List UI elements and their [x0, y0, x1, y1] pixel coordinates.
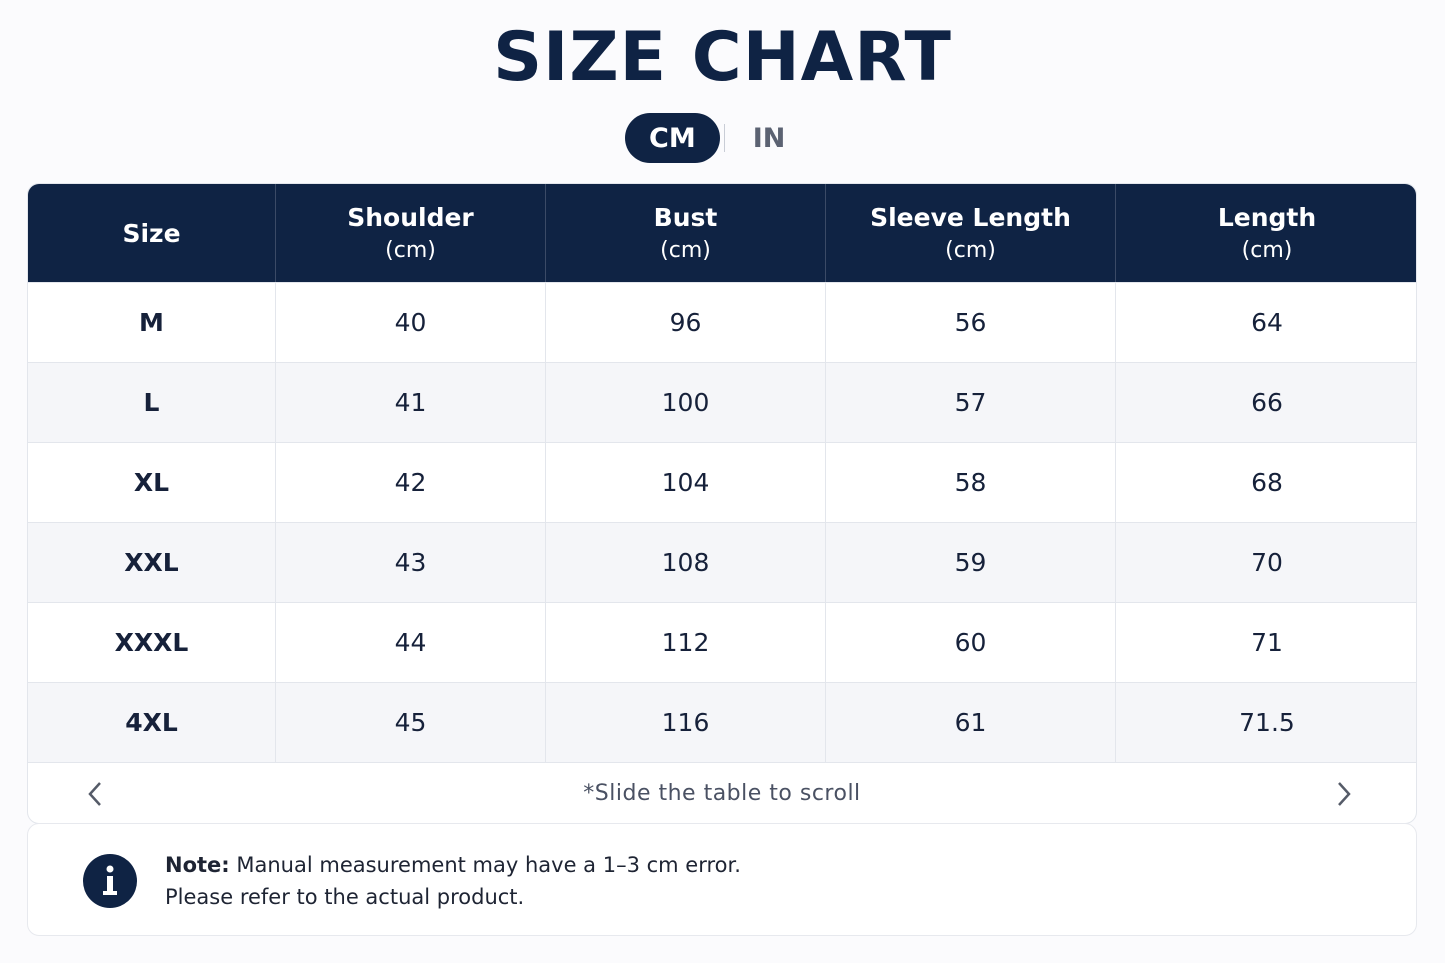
value-cell: 41 — [275, 362, 545, 442]
header-unit: (cm) — [660, 238, 711, 263]
value-cell: 71.5 — [1115, 682, 1416, 762]
note-box: Note: Manual measurement may have a 1–3 … — [27, 823, 1417, 936]
value-cell: 61 — [825, 682, 1115, 762]
size-cell: XXXL — [28, 602, 275, 682]
scroll-left[interactable] — [84, 781, 108, 807]
value-cell: 70 — [1115, 522, 1416, 602]
size-table: Size Shoulder (cm) Bust (cm) Sleeve Length (cm… — [27, 183, 1417, 824]
size-cell: XXL — [28, 522, 275, 602]
value-cell: 96 — [545, 282, 825, 362]
column-header: Bust (cm) — [545, 184, 825, 282]
value-cell: 56 — [825, 282, 1115, 362]
value-cell: 108 — [545, 522, 825, 602]
header-name: Sleeve Length — [870, 203, 1071, 232]
header-unit: (cm) — [1241, 238, 1293, 263]
value-cell: 116 — [545, 682, 825, 762]
header-name: Bust — [653, 203, 718, 232]
value-cell: 44 — [275, 602, 545, 682]
scroll-hint: *Slide the table to scroll — [583, 780, 861, 806]
column-header: Length (cm) — [1115, 184, 1416, 282]
value-cell: 68 — [1115, 442, 1416, 522]
value-cell: 45 — [275, 682, 545, 762]
header-name: Length — [1217, 203, 1317, 232]
header-name: Size — [122, 218, 181, 248]
value-cell: 43 — [275, 522, 545, 602]
value-cell: 104 — [545, 442, 825, 522]
note-label: Note: — [165, 853, 230, 877]
value-cell: 64 — [1115, 282, 1416, 362]
value-cell: 58 — [825, 442, 1115, 522]
page-title: SIZE CHART — [493, 18, 952, 97]
value-cell: 66 — [1115, 362, 1416, 442]
note-line: Note: Manual measurement may have a 1–3 … — [165, 853, 741, 877]
unit-tabs: CM IN — [625, 113, 809, 163]
value-cell: 59 — [825, 522, 1115, 602]
value-cell: 100 — [545, 362, 825, 442]
header-unit: (cm) — [385, 238, 436, 263]
column-header: Shoulder (cm) — [275, 184, 545, 282]
note-text: Manual measurement may have a 1–3 cm err… — [236, 853, 741, 877]
table-footer: *Slide the table to scroll — [28, 762, 1416, 823]
size-cell: M — [28, 282, 275, 362]
note-line: Please refer to the actual product. — [165, 885, 525, 909]
tab-separator — [723, 124, 725, 152]
header-name: Shoulder — [347, 203, 474, 232]
value-cell: 40 — [275, 282, 545, 362]
table-grid: Size Shoulder (cm) Bust (cm) Sleeve Length (cm… — [28, 184, 1416, 762]
size-cell: XL — [28, 442, 275, 522]
value-cell: 71 — [1115, 602, 1416, 682]
column-header: Size — [28, 184, 275, 282]
unit-tab[interactable]: IN — [752, 122, 786, 154]
size-cell: L — [28, 362, 275, 442]
size-cell: 4XL — [28, 682, 275, 762]
value-cell: 60 — [825, 602, 1115, 682]
value-cell: 57 — [825, 362, 1115, 442]
header-unit: (cm) — [945, 238, 996, 263]
column-header: Sleeve Length (cm) — [825, 184, 1115, 282]
scroll-right[interactable] — [1331, 781, 1355, 807]
value-cell: 42 — [275, 442, 545, 522]
unit-tab[interactable]: CM — [625, 113, 720, 163]
value-cell: 112 — [545, 602, 825, 682]
info-icon — [83, 854, 137, 908]
